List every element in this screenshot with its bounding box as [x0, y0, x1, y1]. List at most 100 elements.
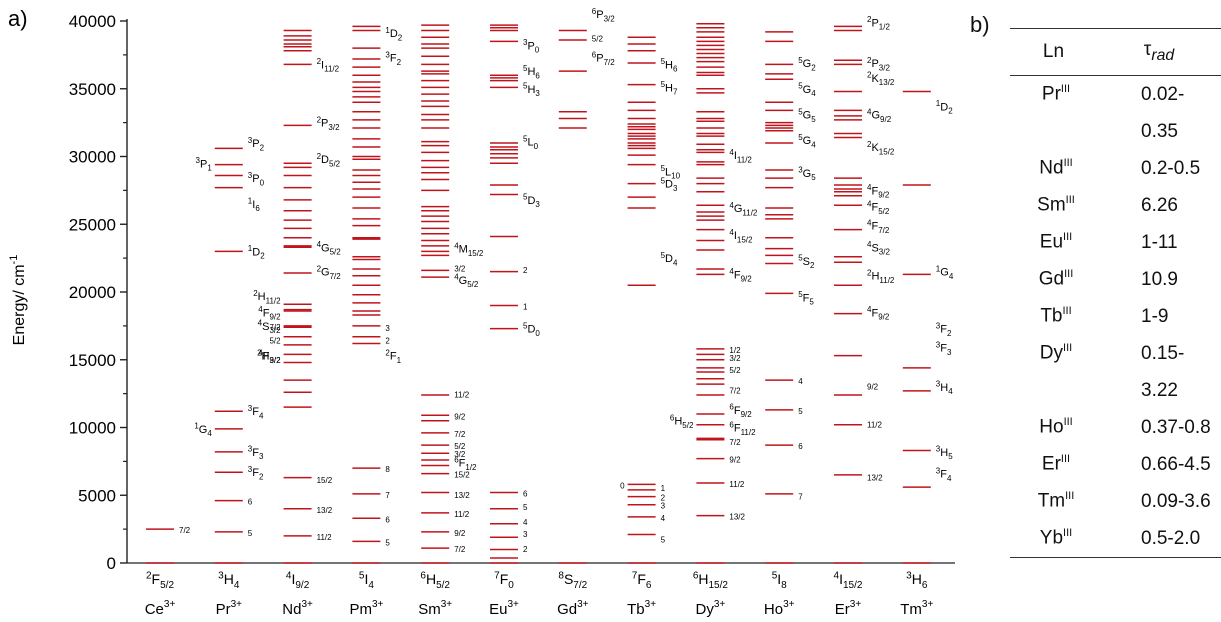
level-label: 7/2: [454, 430, 466, 439]
lifetime-value: 3.22: [1141, 379, 1178, 401]
level-label: 9/2: [454, 412, 466, 421]
level-label: 3F3: [248, 445, 264, 461]
level-label: 13/2: [867, 473, 883, 482]
level-label: 4G5/2: [317, 240, 342, 256]
y-tick-label: 0: [107, 554, 116, 573]
ion-label: Dy3+: [696, 599, 726, 618]
level-label: 5H3: [523, 82, 540, 98]
level-label: 8: [385, 465, 390, 474]
level-label: 5G4: [798, 133, 816, 149]
level-label: 1I6: [248, 197, 261, 213]
ground-state-label: 3H6: [906, 571, 928, 592]
level-label: 5H6: [523, 64, 540, 80]
level-label: 3F2: [936, 321, 952, 337]
ion-symbol: Yb: [1039, 527, 1064, 549]
lifetime-table-panel: b) Ln τrad PrIII 0.02- 0.35 NdIII 0.2-0.5 SmI…: [962, 10, 1221, 610]
table-row: 0.35: [1010, 113, 1221, 150]
table-row: SmIII 6.26: [1010, 187, 1221, 224]
level-label: 2P1/2: [867, 15, 890, 31]
level-label: 5D4: [661, 251, 678, 267]
level-label: 5D3: [661, 176, 678, 192]
level-label: 13/2: [729, 513, 745, 522]
ion-cell: TmIII: [1010, 483, 1097, 520]
level-label: 4G5/2: [454, 273, 479, 289]
ion-symbol: Nd: [1039, 157, 1064, 179]
ion-cell: SmIII: [1010, 187, 1097, 224]
level-label: 2H11/2: [253, 289, 281, 305]
ion-label: Pr3+: [216, 599, 243, 618]
level-label: 5: [248, 529, 253, 538]
ground-state-label: 7F0: [494, 571, 514, 592]
level-label: 2: [385, 336, 390, 345]
level-label: 1D2: [385, 26, 402, 42]
level-label: 5D3: [523, 193, 540, 209]
lifetime-value: 0.09-3.6: [1141, 490, 1211, 512]
level-label: 3P0: [523, 38, 540, 54]
table-row: GdIII 10.9: [1010, 261, 1221, 298]
level-label: 6P7/2: [592, 50, 615, 66]
level-label: 2: [523, 545, 528, 554]
ion-label: Tb3+: [627, 599, 656, 618]
level-label: 3/2: [454, 265, 466, 274]
y-tick-label: 15000: [69, 351, 116, 370]
ion-symbol: Tb: [1040, 305, 1063, 327]
level-label: 4S3/2: [258, 319, 281, 335]
level-label: 9/2: [867, 382, 879, 391]
level-label: 0: [620, 481, 625, 490]
level-label: 15/2: [317, 476, 333, 485]
level-label: 11/2: [454, 391, 470, 400]
level-label: 9/2: [454, 529, 466, 538]
level-label: 5/2: [269, 336, 281, 345]
level-label: 5G5: [798, 107, 816, 123]
ion-symbol: Tm: [1037, 490, 1066, 512]
y-tick-label: 20000: [69, 283, 116, 302]
level-label: 4G9/2: [867, 107, 892, 123]
level-label: 2G7/2: [317, 264, 342, 280]
ground-state-label: 2F5/2: [146, 571, 174, 592]
level-label: 2I11/2: [317, 57, 340, 73]
level-label: 5/2: [592, 34, 604, 43]
level-label: 3F2: [248, 465, 264, 481]
ground-state-label: 5I8: [772, 571, 787, 592]
oxidation-state: III: [1060, 83, 1071, 96]
table-row: TmIII 0.09-3.6: [1010, 483, 1221, 520]
level-label: 3/2: [729, 354, 741, 363]
oxidation-state: III: [1064, 268, 1074, 281]
ion-cell: PrIII: [1010, 76, 1097, 114]
lifetime-value: 0.66-4.5: [1141, 453, 1211, 475]
level-label: 5L0: [523, 134, 539, 150]
level-label: 2F1: [385, 349, 401, 365]
level-label: 7/2: [454, 545, 466, 554]
level-label: 2H9/2: [257, 349, 281, 365]
table-row: ErIII 0.66-4.5: [1010, 446, 1221, 483]
table-row: EuIII 1-11: [1010, 224, 1221, 261]
ion-label: Tm3+: [900, 599, 933, 618]
level-label: 3F3: [936, 340, 952, 356]
level-label: 3: [385, 324, 390, 333]
ion-label: Sm3+: [418, 599, 452, 618]
header-tau: τrad: [1097, 28, 1221, 76]
level-label: 4: [798, 377, 803, 386]
level-label: 4: [661, 514, 666, 523]
level-label: 4G11/2: [729, 201, 758, 217]
level-label: 5/2: [454, 442, 466, 451]
level-label: 3P1: [196, 156, 213, 172]
lifetime-value: 0.02-: [1141, 83, 1185, 105]
level-label: 11/2: [454, 510, 470, 519]
ground-state-label: 6H15/2: [693, 571, 729, 592]
energy-level-chart: 0 5000 10000 15000 20000 25000 30000 35000 40000…: [8, 6, 955, 618]
level-label: 9/2: [729, 456, 741, 465]
level-label: 4F9/2: [729, 267, 752, 283]
table-row: DyIII 0.15-: [1010, 335, 1221, 372]
ion-cell: GdIII: [1010, 261, 1097, 298]
level-label: 4: [523, 518, 528, 527]
level-label: 11/2: [867, 420, 883, 429]
ground-state-label: 3H4: [218, 571, 240, 592]
lifetime-value: 0.5-2.0: [1097, 520, 1221, 558]
ion-cell: [1010, 372, 1097, 409]
ground-state-label: 6H5/2: [420, 571, 450, 592]
ion-label: Gd3+: [557, 599, 589, 618]
ground-state-label: 4I15/2: [834, 571, 863, 592]
ion-label: Ho3+: [764, 599, 795, 618]
level-label: 1D2: [936, 99, 953, 115]
